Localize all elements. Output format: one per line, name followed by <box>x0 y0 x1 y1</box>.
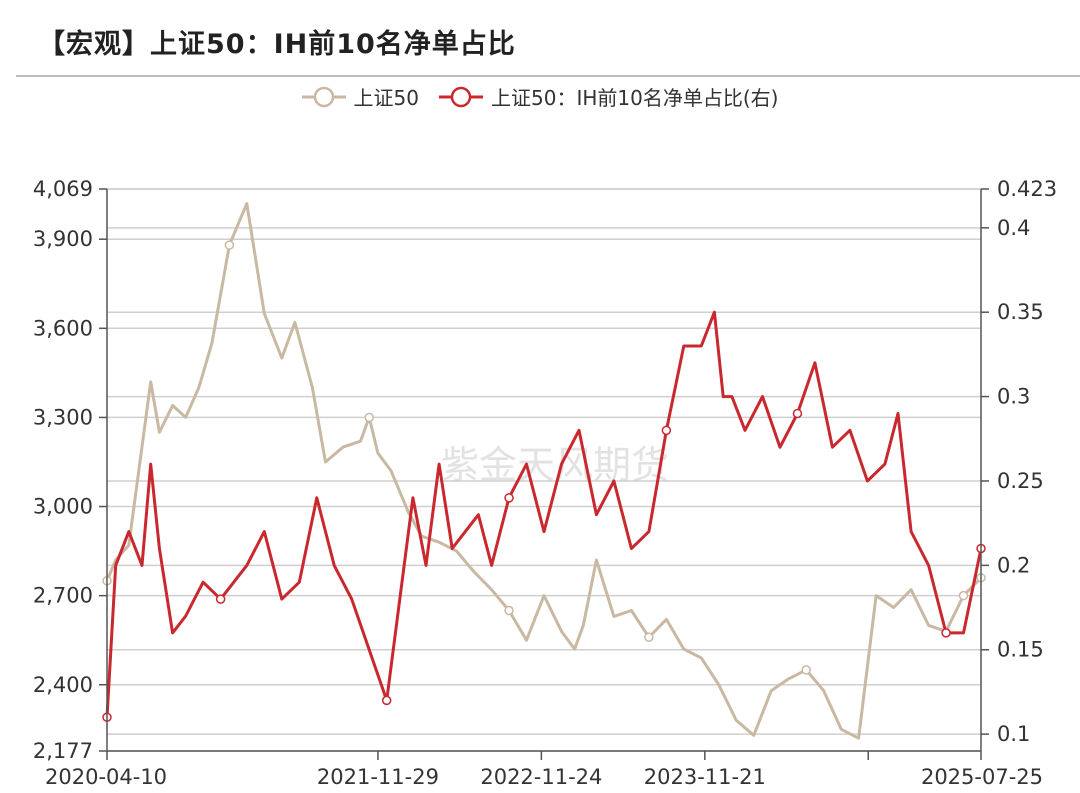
x-tick-label: 2021-11-29 <box>317 765 439 789</box>
legend-label-index: 上证50 <box>353 86 419 110</box>
series-index-point <box>801 665 811 675</box>
y-left-tick-label: 3,900 <box>33 227 93 251</box>
series-ratio-point <box>792 408 803 419</box>
page-title: 【宏观】上证50：IH前10名净单占比 <box>38 29 516 60</box>
series-index-group <box>102 202 986 740</box>
series-ratio-line <box>105 310 983 718</box>
y-right-tick-label: 0.1 <box>997 722 1030 746</box>
y-left-tick-label: 2,700 <box>33 584 93 608</box>
series-ratio-point <box>381 695 392 706</box>
y-left-tick-label: 3,300 <box>33 405 93 429</box>
x-tick-label: 2023-11-21 <box>644 765 766 789</box>
title-divider <box>16 75 1080 77</box>
x-tick-label: 2025-07-25 <box>921 765 1043 789</box>
legend-label-ratio: 上证50：IH前10名净单占比(右) <box>491 86 779 110</box>
chart-legend: 上证50 上证50：IH前10名净单占比(右) <box>0 82 1080 111</box>
y-right-tick-label: 0.3 <box>997 385 1030 409</box>
y-right-tick-label: 0.423 <box>997 177 1057 201</box>
series-ratio-point <box>504 493 514 503</box>
axes <box>99 188 989 760</box>
series-index-line <box>105 202 983 740</box>
y-left-tick-label: 2,177 <box>33 739 93 763</box>
series-index-point <box>504 605 514 616</box>
series-index-point <box>644 632 654 642</box>
y-left-tick-label: 4,069 <box>33 177 93 201</box>
y-right-tick-label: 0.25 <box>997 469 1044 493</box>
legend-item-ratio[interactable]: 上证50：IH前10名净单占比(右) <box>439 82 778 111</box>
series-ratio-group <box>102 310 986 722</box>
series-ratio-point <box>941 628 951 638</box>
legend-marker-index <box>301 86 346 107</box>
series-index-point <box>364 412 374 423</box>
x-tick-label: 2020-04-10 <box>45 765 167 789</box>
series-index-point <box>958 590 969 601</box>
y-right-tick-label: 0.4 <box>997 216 1030 240</box>
y-right-tick-label: 0.2 <box>997 553 1030 577</box>
y-right-tick-label: 0.15 <box>997 638 1044 662</box>
y-left-tick-label: 3,000 <box>33 495 93 519</box>
series-ratio-point <box>215 594 226 604</box>
tick-labels: 2,177 2,400 2,700 3,000 3,300 3,600 3,900 4,069… <box>33 177 1057 789</box>
y-right-tick-label: 0.35 <box>997 300 1044 324</box>
legend-marker-ratio <box>439 86 483 107</box>
x-tick-label: 2022-11-24 <box>480 765 602 789</box>
y-left-tick-label: 2,400 <box>33 673 93 697</box>
legend-item-index[interactable]: 上证50 <box>301 82 419 111</box>
watermark-text: 紫金天风期货 <box>441 443 669 487</box>
series-ratio-point <box>661 425 672 436</box>
series-index-point <box>224 240 235 250</box>
y-left-tick-label: 3,600 <box>33 316 93 340</box>
